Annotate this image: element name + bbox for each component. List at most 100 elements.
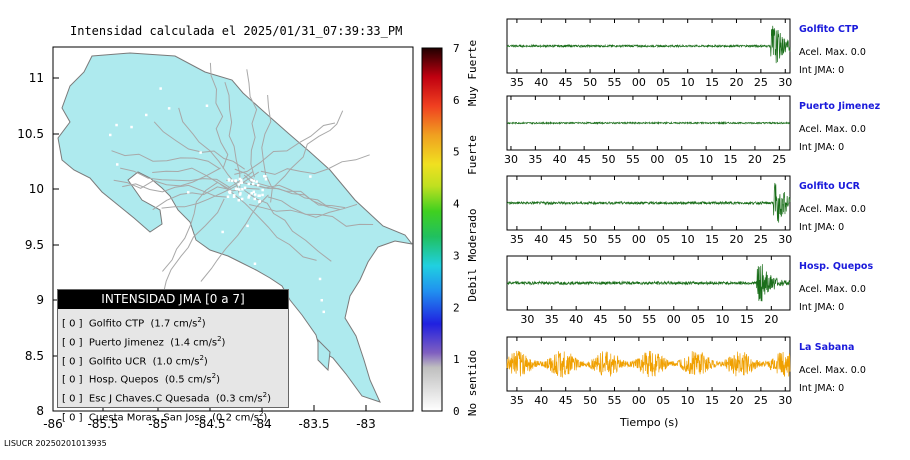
trace-tick-label: 25 bbox=[754, 233, 768, 246]
town-dot bbox=[258, 199, 262, 203]
trace-tick-label: 35 bbox=[510, 233, 524, 246]
map-y-tick-label: 11 bbox=[29, 71, 44, 85]
town-dot bbox=[205, 104, 209, 107]
trace-tick-label: 15 bbox=[705, 394, 719, 407]
town-dot bbox=[320, 299, 323, 302]
town-dot bbox=[234, 179, 238, 182]
trace-tick-label: 55 bbox=[607, 233, 621, 246]
station-int: Int JMA: 0 bbox=[799, 142, 845, 153]
trace-panel: 30 35 40 45 50 55 00 05 10 15 20 bbox=[506, 255, 791, 326]
map-x-tick-label: -83 bbox=[356, 417, 376, 431]
trace-tick-label: 00 bbox=[650, 153, 664, 166]
town-dot bbox=[246, 224, 249, 228]
town-dot bbox=[239, 181, 242, 184]
map-y-tick-label: 8 bbox=[36, 404, 44, 418]
road-line bbox=[200, 194, 269, 282]
trace-waveform bbox=[506, 25, 791, 64]
town-dot bbox=[247, 182, 250, 186]
trace-tick-label: 40 bbox=[569, 313, 583, 326]
map-x-tick-label: -83.5 bbox=[298, 417, 329, 431]
town-dot bbox=[239, 192, 242, 195]
station-name: Golfito CTP bbox=[799, 24, 859, 35]
map-x-axis: -86 -85.5 -85 -84.5 -84 -83.5 -83 bbox=[43, 405, 376, 431]
trace-tick-label: 00 bbox=[632, 233, 646, 246]
legend-row: [ 0 ] Puerto Jimenez (1.4 cm/s2) bbox=[62, 332, 288, 351]
town-dot bbox=[115, 123, 118, 127]
town-dot bbox=[261, 188, 264, 192]
town-dot bbox=[109, 133, 112, 137]
town-dot bbox=[258, 194, 261, 197]
town-markers bbox=[109, 87, 325, 314]
trace-tick-label: 55 bbox=[642, 313, 656, 326]
town-dot bbox=[167, 107, 171, 110]
trace-tick-label: 35 bbox=[510, 76, 524, 89]
town-dot bbox=[241, 188, 244, 191]
legend-row-text: [ 0 ] Cuesta Moras. San Jose (0.2 cm/s bbox=[62, 412, 259, 424]
legend-row-sup: 2 bbox=[262, 391, 268, 400]
station-name: Puerto Jimenez bbox=[799, 101, 881, 112]
town-dot bbox=[237, 183, 241, 186]
town-dot bbox=[238, 177, 242, 181]
trace-tick-label: 10 bbox=[681, 233, 695, 246]
town-dot bbox=[264, 175, 267, 178]
trace-tick-label: 05 bbox=[675, 153, 689, 166]
legend-row-end: ) bbox=[216, 374, 221, 386]
road-line bbox=[178, 107, 241, 196]
map-y-tick-label: 8.5 bbox=[25, 349, 44, 363]
map-y-axis: 11 10.5 10 9.5 9 8.5 8 bbox=[17, 71, 59, 418]
legend-row-sup: 2 bbox=[211, 372, 217, 381]
town-dot bbox=[318, 277, 322, 281]
town-dot bbox=[145, 113, 148, 117]
town-dot bbox=[247, 196, 250, 199]
trace-tick-label: 30 bbox=[778, 76, 792, 89]
town-dot bbox=[254, 193, 257, 196]
town-dot bbox=[227, 178, 231, 181]
trace-tick-label: 00 bbox=[632, 394, 646, 407]
trace-tick-label: 55 bbox=[607, 76, 621, 89]
station-acel: Acel. Max. 0.0 bbox=[799, 124, 866, 135]
trace-tick-label: 00 bbox=[667, 313, 681, 326]
road-line bbox=[224, 82, 241, 188]
trace-panel: 30 35 40 45 50 55 00 05 10 15 20 25 bbox=[504, 95, 791, 166]
colorbar-level-label: Fuerte bbox=[466, 135, 479, 175]
trace-tick-label: 45 bbox=[559, 394, 573, 407]
town-dot bbox=[226, 195, 230, 198]
trace-tick-label: 45 bbox=[577, 153, 591, 166]
map-x-tick-label: -84.5 bbox=[194, 417, 225, 431]
station-acel: Acel. Max. 0.0 bbox=[799, 365, 866, 376]
town-dot bbox=[261, 193, 264, 197]
trace-tick-label: 05 bbox=[691, 313, 705, 326]
road-line bbox=[162, 198, 225, 296]
trace-tick-label: 10 bbox=[681, 394, 695, 407]
town-dot bbox=[250, 178, 253, 182]
station-int: Int JMA: 0 bbox=[799, 383, 845, 394]
trace-tick-label: 35 bbox=[510, 394, 524, 407]
colorbar-tick-label: 6 bbox=[453, 94, 460, 107]
trace-tick-label: 30 bbox=[520, 313, 534, 326]
town-dot bbox=[253, 262, 257, 265]
trace-tick-label: 20 bbox=[729, 394, 743, 407]
town-dot bbox=[252, 179, 255, 183]
colorbar-level-label: No sentido bbox=[466, 350, 479, 416]
station-int: Int JMA: 0 bbox=[799, 222, 845, 233]
legend-row: [ 0 ] Esc J Chaves.C Quesada (0.3 cm/s2) bbox=[62, 388, 288, 407]
trace-tick-label: 55 bbox=[607, 394, 621, 407]
colorbar-level-label: Moderado bbox=[466, 209, 479, 262]
colorbar-tick-label: 4 bbox=[453, 198, 460, 211]
trace-tick-label: 15 bbox=[740, 313, 754, 326]
road-line bbox=[226, 179, 330, 208]
legend-row-text: [ 0 ] Golfito UCR (1.0 cm/s bbox=[62, 355, 200, 367]
station-name: Hosp. Quepos bbox=[799, 261, 874, 272]
legend-row-text: [ 0 ] Hosp. Quepos (0.5 cm/s bbox=[62, 374, 212, 386]
road-line bbox=[219, 183, 317, 261]
town-dot bbox=[243, 186, 247, 189]
town-dot bbox=[309, 175, 312, 178]
town-dot bbox=[234, 187, 238, 191]
time-axis-label: Tiempo (s) bbox=[620, 416, 679, 429]
trace-tick-label: 15 bbox=[724, 153, 738, 166]
trace-panel: 35 40 45 50 55 00 05 10 15 20 25 30 bbox=[506, 336, 792, 407]
trace-tick-label: 55 bbox=[626, 153, 640, 166]
trace-tick-label: 50 bbox=[602, 153, 616, 166]
legend-row-sup: 2 bbox=[197, 316, 202, 324]
